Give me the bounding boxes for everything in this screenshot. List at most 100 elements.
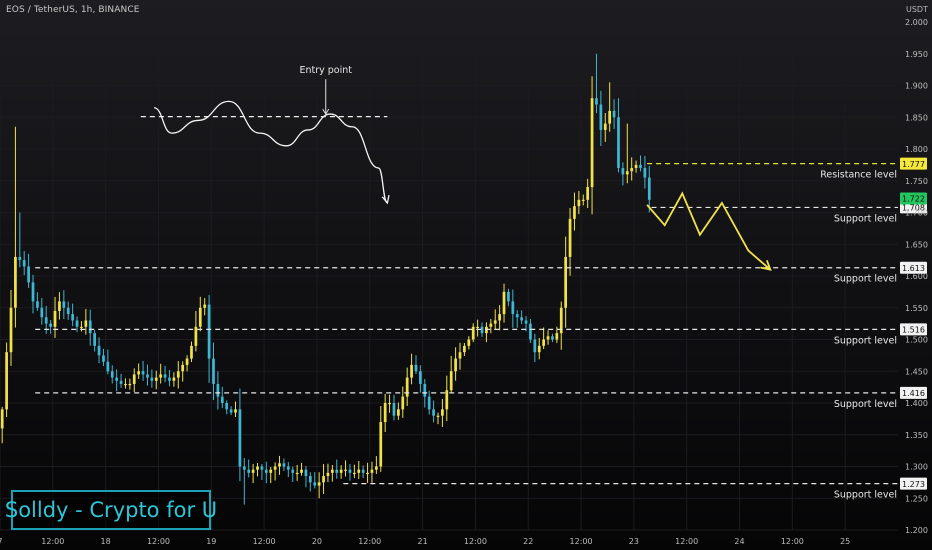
candle-up (555, 333, 559, 340)
candle-up (405, 377, 409, 397)
candle-down (520, 317, 523, 321)
candle-up (194, 326, 198, 346)
candle-down (207, 304, 211, 359)
y-tick-label: 1.300 (905, 463, 928, 472)
candle-down (212, 358, 215, 384)
candle-up (454, 358, 457, 372)
candle-down (414, 364, 418, 372)
support-label: Support level (834, 274, 897, 285)
candle-down (102, 355, 105, 362)
candle-up (137, 371, 141, 375)
candle-down (507, 291, 510, 302)
x-tick-label: 12:00 (570, 537, 593, 546)
x-tick-label: 12:00 (781, 537, 804, 546)
candle-up (590, 98, 594, 188)
candle-down (146, 374, 149, 378)
candle-down (617, 117, 620, 169)
candle-down (511, 301, 515, 315)
level-price-tag-text: 1.516 (902, 326, 925, 335)
candle-down (621, 168, 625, 175)
entry-arrowhead (322, 108, 330, 116)
last-price-tag-text: 1.722 (902, 195, 925, 204)
x-tick-label: 12:00 (358, 537, 381, 546)
candle-down (427, 396, 431, 410)
y-tick-label: 1.650 (905, 240, 928, 249)
candle-up (300, 469, 303, 473)
x-tick-label: 24 (734, 537, 744, 546)
candle-up (498, 314, 501, 321)
last-price-tag (900, 192, 927, 205)
x-tick-label: 12:00 (464, 537, 487, 546)
candle-down (643, 168, 647, 178)
y-tick-label: 1.750 (905, 177, 928, 186)
candle-down (308, 476, 312, 483)
support-label: Support level (834, 399, 897, 410)
candle-down (119, 380, 123, 384)
candle-up (172, 377, 176, 381)
x-tick-label: 21 (417, 537, 427, 546)
candle-down (286, 466, 290, 470)
candle-up (445, 390, 449, 410)
support-label: Support level (834, 335, 897, 346)
candle-up (577, 199, 581, 207)
level-price-tag-text: 1.273 (902, 480, 925, 489)
candle-up (295, 472, 299, 475)
candle-down (216, 383, 220, 397)
candle-up (357, 469, 361, 473)
candle-down (62, 301, 66, 308)
level-price-tag-text: 1.708 (902, 204, 925, 213)
candle-down (313, 482, 317, 486)
candle-up (339, 469, 343, 473)
candle-up (436, 415, 440, 417)
entry-point-label: Entry point (299, 65, 352, 76)
candle-down (71, 314, 74, 321)
candle-up (634, 164, 638, 169)
level-price-tag-text: 1.416 (902, 389, 925, 398)
currency-label: USDT (906, 5, 928, 14)
support-label: Support level (834, 490, 897, 501)
projection-arrowhead (760, 259, 772, 271)
candle-down (639, 164, 642, 169)
candle-up (388, 403, 391, 405)
candle-down (335, 469, 339, 473)
candle-up (564, 256, 568, 308)
candle-up (397, 409, 400, 416)
level-price-tag (900, 261, 927, 274)
candle-down (423, 383, 427, 397)
y-tick-label: 1.700 (905, 209, 928, 218)
candle-up (546, 336, 550, 340)
level-price-tag (900, 157, 927, 170)
candle-up (190, 345, 193, 359)
candle-down (168, 377, 171, 381)
projection-path (646, 191, 771, 271)
y-tick-label: 1.350 (905, 431, 928, 440)
candle-up (366, 472, 369, 475)
candle-up (573, 206, 576, 219)
candle-down (524, 320, 528, 324)
x-tick-label: 20 (312, 537, 322, 546)
candle-down (595, 98, 598, 105)
candle-up (203, 304, 207, 308)
candle-up (0, 409, 4, 429)
x-tick-label: 22 (523, 537, 533, 546)
candle-up (485, 326, 488, 334)
candle-up (383, 403, 387, 423)
y-tick-label: 1.250 (905, 494, 928, 503)
candle-down (419, 371, 422, 384)
candle-up (608, 110, 612, 124)
candle-down (282, 463, 286, 467)
candle-down (264, 469, 268, 473)
level-price-tag (900, 323, 927, 336)
candle-down (247, 469, 251, 473)
scenario-curve (153, 100, 389, 204)
candle-down (238, 409, 242, 467)
candle-down (348, 469, 352, 473)
candle-up (467, 339, 471, 346)
candle-up (185, 358, 189, 365)
candle-up (476, 326, 479, 328)
candle-down (392, 403, 396, 416)
candle-up (5, 352, 8, 410)
candle-down (480, 326, 484, 334)
y-tick-label: 1.400 (905, 399, 928, 408)
